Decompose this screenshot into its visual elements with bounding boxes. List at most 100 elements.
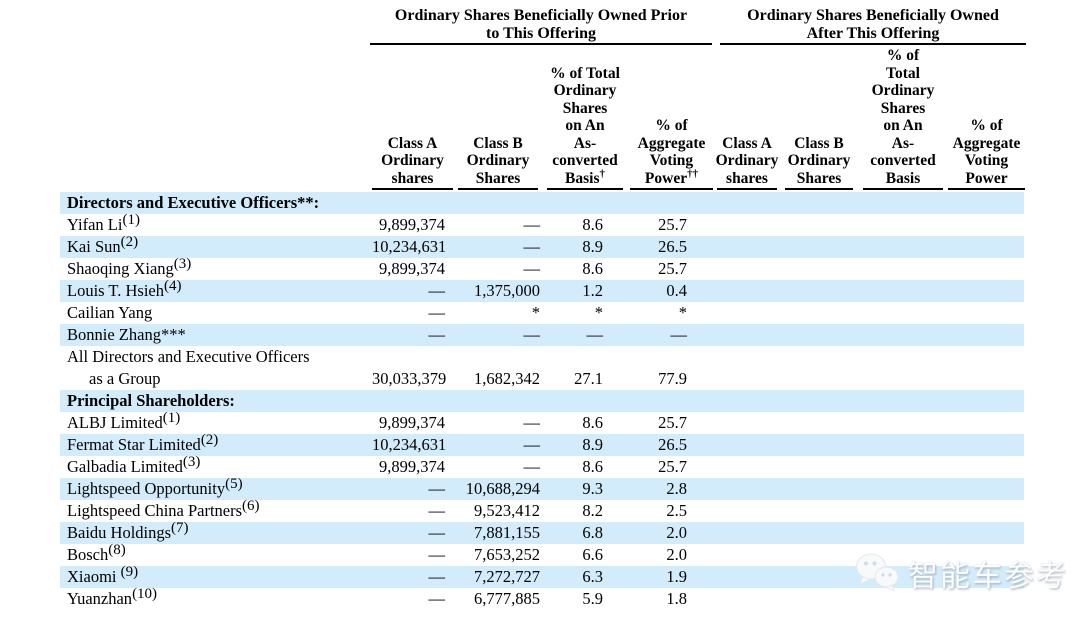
column-header-class-a-after: Class A Ordinary shares [716,46,778,190]
value-cell: 9,899,374 [379,215,445,234]
table-row: Xiaomi (9) — 7,272,727 6.3 1.9 [60,564,1024,588]
value-cell: — [523,413,541,432]
value-cell: 10,234,631 [372,435,447,454]
column-header-pct-voting-after: % of Aggregate Voting Power [948,46,1025,190]
value-cell: 25.7 [658,457,687,476]
row-label: Baidu Holdings(7) [67,520,189,542]
row-label: Lightspeed Opportunity(5) [67,476,243,498]
footnote-superscript: (2) [120,234,139,250]
row-label: ALBJ Limited(1) [67,410,181,432]
table-row: Baidu Holdings(7) — 7,881,155 6.8 2.0 [60,520,1024,544]
value-cell: 5.9 [582,589,603,608]
value-cell: — [523,457,541,476]
column-header-pct-converted-prior: % of Total Ordinary Shares on An As-converte… [547,46,623,190]
group-header-after-line2: After This Offering [806,24,940,42]
column-header-text: % of Aggregate Voting Power [952,117,1021,187]
value-cell: 25.7 [658,215,687,234]
value-cell: — [523,237,541,256]
value-cell: — [428,479,446,498]
value-cell: 1.2 [582,281,603,300]
value-cell: — [428,545,446,564]
value-cell: 9,899,374 [379,457,445,476]
value-cell: 26.5 [658,435,687,454]
value-cell [457,192,542,214]
footnote-superscript: (5) [225,476,243,492]
group-header-after-offering: Ordinary Shares Beneficially Owned After… [720,7,1026,45]
row-label: Xiaomi (9) [67,564,139,586]
value-cell: — [523,259,541,278]
value-cell: 9,523,412 [474,501,540,520]
table-row: Bosch(8) — 7,653,252 6.6 2.0 [60,542,1024,566]
value-cell: 26.5 [658,237,687,256]
value-cell: 6,777,885 [474,589,540,608]
row-label-line2: as a Group [89,369,161,388]
value-cell: — [428,303,446,322]
group-header-prior-line2: to This Offering [486,24,596,42]
value-cell: 7,653,252 [474,545,540,564]
value-cell: 1.9 [666,567,687,586]
table-row: Bonnie Zhang*** — — — — [60,324,1024,346]
value-cell: 10,234,631 [372,237,447,256]
footnote-superscript: (3) [173,256,192,272]
value-cell: 2.0 [666,545,687,564]
value-cell: 25.7 [658,413,687,432]
table-row: Lightspeed Opportunity(5) — 10,688,294 9.3 2… [60,476,1024,500]
table-row: Yifan Li(1) 9,899,374 — 8.6 25.7 [60,212,1024,236]
row-label: Cailian Yang [67,303,153,322]
wechat-icon [856,553,899,592]
value-cell: 2.0 [666,523,687,542]
value-cell: 8.6 [582,215,603,234]
column-header-text: Class B Ordinary Shares [787,134,851,187]
value-cell: 2.8 [666,479,687,498]
column-header-class-a-prior: Class A Ordinary shares [372,46,453,190]
footnote-superscript: (6) [242,498,260,514]
value-cell: 6.6 [582,545,603,564]
value-cell: — [428,501,446,520]
watermark: 智能车参考 [854,549,1068,597]
value-cell [372,390,457,412]
column-header-class-b-after: Class B Ordinary Shares [785,46,853,190]
value-cell: 27.1 [574,369,603,388]
value-cell: — [428,325,446,344]
table-row: Kai Sun(2) 10,234,631 — 8.9 26.5 [60,234,1024,258]
value-cell: 8.6 [582,413,603,432]
value-cell: 7,272,727 [474,567,540,586]
table-row: Fermat Star Limited(2) 10,234,631 — 8.9 26.5 [60,432,1024,456]
table-row: Galbadia Limited(3) 9,899,374 — 8.6 25.7 [60,454,1024,478]
footnote-superscript: (3) [182,454,201,470]
row-label: Lightspeed China Partners(6) [67,498,260,520]
value-cell: 7,881,155 [474,523,540,542]
value-cell: 8.6 [582,457,603,476]
value-cell: * [594,303,603,322]
table-row: ALBJ Limited(1) 9,899,374 — 8.6 25.7 [60,410,1024,434]
table-row: Lightspeed China Partners(6) — 9,523,412 8.… [60,498,1024,522]
row-label: Directors and Executive Officers**: [67,193,320,212]
row-label: Principal Shareholders: [67,391,235,410]
value-cell: 8.2 [582,501,603,520]
group-header-after-line1: Ordinary Shares Beneficially Owned [747,7,999,24]
row-label: Kai Sun(2) [67,234,139,256]
column-header-pct-voting-prior: % of Aggregate Voting Power†† [630,46,713,190]
column-header-pct-converted-after: % of Total Ordinary Shares on An As-converted… [863,46,943,190]
value-cell: 1.8 [666,589,687,608]
value-cell: — [523,435,541,454]
value-cell: 9,899,374 [379,259,445,278]
row-label: Fermat Star Limited(2) [67,432,219,454]
watermark-text: 智能车参考 [908,559,1068,594]
column-header-text: % of Aggregate Voting Power†† [637,117,706,187]
column-header-text: % of Total Ordinary Shares on An As-converte… [550,64,620,187]
value-cell [372,192,457,214]
value-cell [630,192,712,214]
value-cell: — [670,325,688,344]
row-label: Yifan Li(1) [67,212,140,234]
table-row: Shaoqing Xiang(3) 9,899,374 — 8.6 25.7 [60,256,1024,280]
row-label: Galbadia Limited(3) [67,454,201,476]
row-label: Louis T. Hsieh(4) [67,278,182,300]
value-cell: 6.3 [582,567,603,586]
row-label: All Directors and Executive Officers as a… [60,346,372,390]
column-header-text: Class A Ordinary shares [381,134,444,187]
value-cell: * [531,303,540,322]
value-cell: 30,033,379 [372,369,447,388]
value-cell: — [586,325,604,344]
group-header-prior-line1: Ordinary Shares Beneficially Owned Prior [394,7,688,24]
